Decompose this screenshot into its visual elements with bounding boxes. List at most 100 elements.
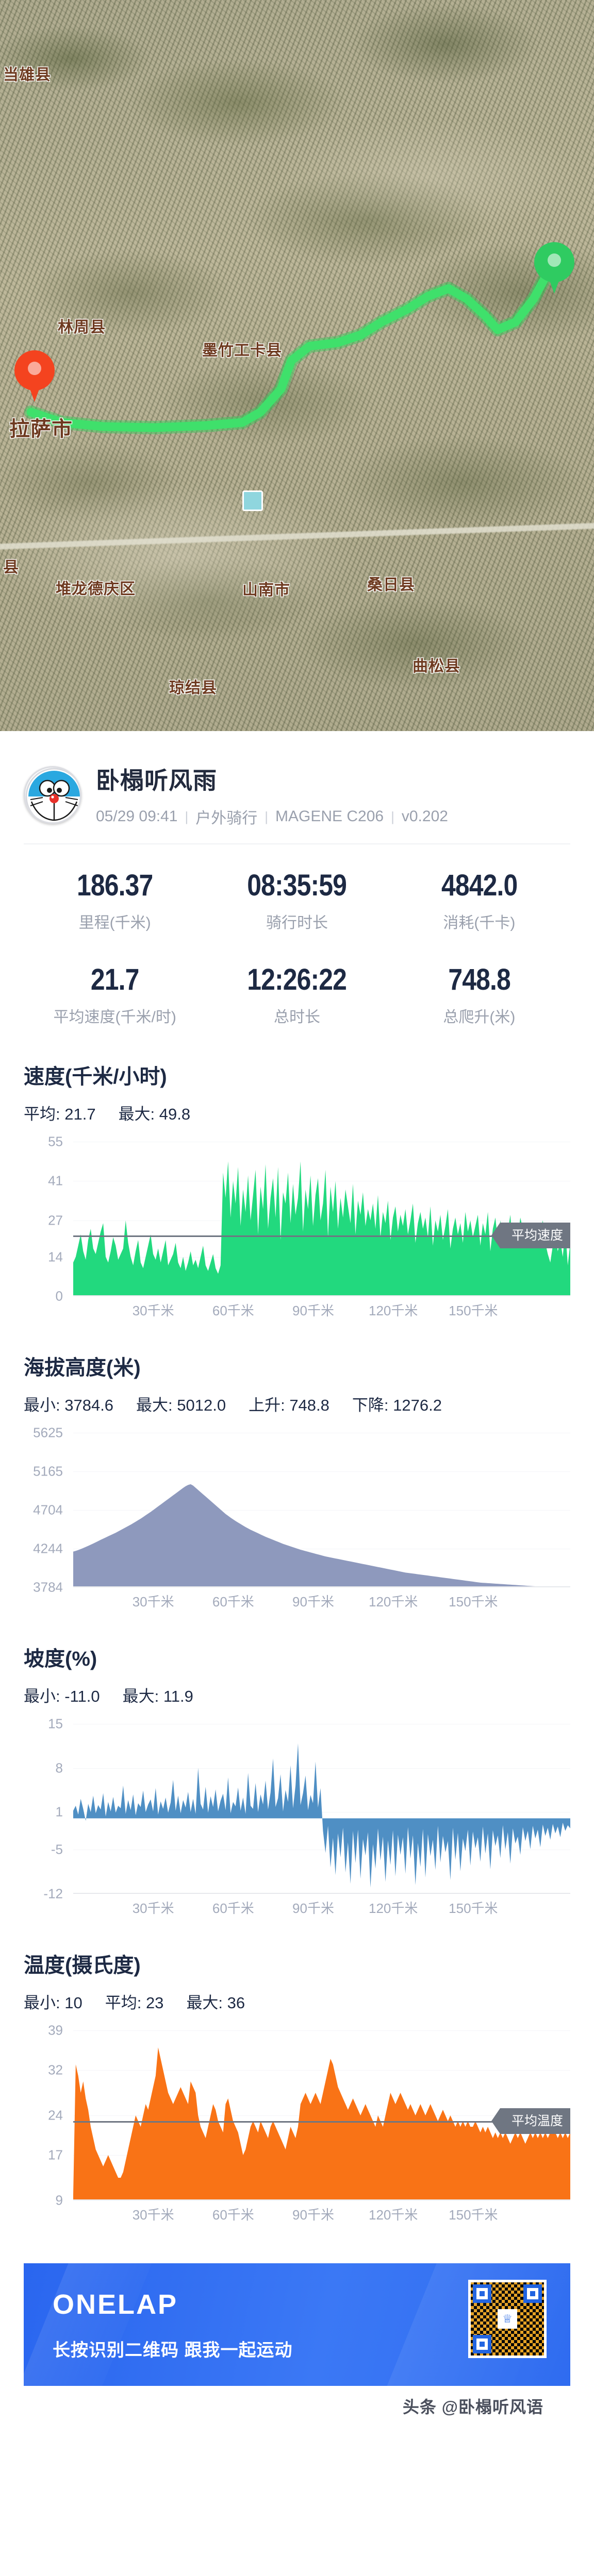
y-axis-tick: 3784	[33, 1579, 63, 1595]
grid-line	[73, 1510, 570, 1511]
chart-summary: 最小: -11.0 最大: 11.9	[24, 1683, 570, 1706]
temperature-max: 最大: 36	[186, 1994, 245, 2012]
stat-label: 总时长	[273, 1009, 320, 1026]
y-axis-tick: 55	[48, 1133, 63, 1149]
slope-chart[interactable]: -12 -5 1 8 15	[24, 1716, 570, 1902]
x-axis-tick: 60千米	[212, 2207, 254, 2223]
speed-average: 平均: 21.7	[24, 1105, 96, 1123]
grid-line	[73, 1768, 570, 1769]
meta-separator: |	[391, 808, 394, 824]
map-label: 当雄县	[3, 66, 51, 83]
qr-eye-icon	[473, 2335, 491, 2353]
device-name: MAGENE C206	[275, 808, 384, 825]
chart-title: 海拔高度(米)	[24, 1357, 141, 1379]
stat-value: 12:26:22	[247, 963, 348, 996]
x-axis-tick: 90千米	[292, 1901, 334, 1916]
temperature-chart[interactable]: 9 17 24 32 39 平均温度	[24, 2023, 570, 2208]
slope-chart-section: 坡度(%) 最小: -11.0 最大: 11.9 -12 -5 1 8 15 30千米 6…	[0, 1624, 594, 1931]
axis-baseline	[73, 1586, 570, 1587]
end-pin[interactable]	[534, 242, 574, 294]
y-axis-tick: 17	[48, 2147, 63, 2163]
chart-title: 坡度(%)	[24, 1648, 97, 1670]
map-terrain	[0, 0, 594, 731]
y-axis-tick: 8	[55, 1760, 63, 1776]
y-axis-tick: 1	[55, 1804, 63, 1820]
elevation-chart[interactable]: 3784 4244 4704 5165 5625	[24, 1425, 570, 1595]
stat-value: 08:35:59	[247, 869, 348, 902]
x-axis-tick: 120千米	[368, 1303, 418, 1318]
speed-series	[73, 1161, 570, 1296]
brand-name: ONELAP	[53, 2289, 178, 2320]
map-waypoint-marker[interactable]	[242, 490, 263, 511]
map-haze	[0, 0, 594, 731]
route-map[interactable]: 当雄县 林周县 墨竹工卡县 县 堆龙德庆区 拉萨市 山南市 桑日县 曲松县 琼结…	[0, 0, 594, 731]
onelap-banner[interactable]: ONELAP 长按识别二维码 跟我一起运动 ♕	[24, 2263, 570, 2386]
temperature-y-axis: 9 17 24 32 39	[24, 2023, 71, 2208]
profile-header: 卧榻听风雨 05/29 09:41 | 户外骑行 | MAGENE C206 |…	[0, 731, 594, 838]
y-axis-tick: -12	[43, 1886, 63, 1902]
watermark: 头条 @卧榻听风语	[402, 2398, 543, 2416]
elevation-x-axis: 30千米 60千米 90千米 120千米 150千米	[73, 1591, 570, 1615]
chart-title: 温度(摄氏度)	[24, 1954, 141, 1977]
meta-separator: |	[265, 808, 269, 824]
stat-ride-time: 08:35:59 骑行时长	[206, 868, 388, 933]
avatar[interactable]	[24, 766, 81, 824]
stat-avg-speed: 21.7 平均速度(千米/时)	[24, 962, 206, 1027]
x-axis-tick: 150千米	[449, 1594, 498, 1609]
qr-eye-icon	[473, 2284, 491, 2303]
map-label: 桑日县	[367, 577, 415, 594]
slope-series	[73, 1743, 570, 1888]
qr-code-icon[interactable]: ♕	[468, 2280, 547, 2358]
y-axis-tick: 5625	[33, 1425, 63, 1440]
speed-chart-section: 速度(千米/小时) 平均: 21.7 最大: 49.8 0 14 27 41 55 平均…	[0, 1042, 594, 1333]
qr-eye-icon	[523, 2284, 542, 2303]
elevation-min: 最小: 3784.6	[24, 1396, 114, 1414]
y-axis-tick: 14	[48, 1249, 63, 1265]
map-label: 曲松县	[412, 658, 460, 675]
y-axis-tick: 4244	[33, 1540, 63, 1556]
y-axis-tick: 39	[48, 2022, 63, 2038]
grid-line	[73, 2030, 570, 2031]
map-label: 墨竹工卡县	[202, 342, 282, 359]
x-axis-tick: 120千米	[368, 1594, 418, 1609]
average-line	[73, 2121, 570, 2123]
slope-max: 最大: 11.9	[122, 1687, 193, 1705]
stat-value: 748.8	[448, 963, 510, 996]
map-label: 县	[3, 559, 19, 576]
y-axis-tick: 15	[48, 1716, 63, 1732]
chart-summary: 最小: 10 平均: 23 最大: 36	[24, 1990, 570, 2013]
header-divider	[24, 843, 570, 844]
speed-max: 最大: 49.8	[118, 1105, 191, 1123]
map-label: 林周县	[58, 319, 106, 336]
x-axis-tick: 60千米	[212, 1303, 254, 1318]
axis-baseline	[73, 2199, 570, 2200]
axis-baseline	[73, 1893, 570, 1894]
stat-label: 里程(千米)	[78, 914, 151, 931]
y-axis-tick: 4704	[33, 1502, 63, 1518]
map-label: 堆龙德庆区	[56, 581, 136, 598]
stat-value: 21.7	[90, 963, 140, 996]
start-pin[interactable]	[14, 350, 55, 402]
x-axis-tick: 90千米	[292, 2207, 334, 2223]
y-axis-tick: 41	[48, 1173, 63, 1189]
qr-pattern: ♕	[471, 2282, 544, 2355]
user-name: 卧榻听风雨	[96, 767, 217, 794]
x-axis-tick: 30千米	[132, 2207, 174, 2223]
temperature-min: 最小: 10	[24, 1994, 82, 2012]
temperature-series	[73, 2047, 570, 2200]
banner-tagline: 长按识别二维码 跟我一起运动	[53, 2340, 293, 2360]
stat-label: 总爬升(米)	[443, 1009, 516, 1026]
stat-calories: 4842.0 消耗(千卡)	[388, 868, 570, 933]
profile-text: 卧榻听风雨 05/29 09:41 | 户外骑行 | MAGENE C206 |…	[96, 762, 448, 828]
y-axis-tick: 24	[48, 2107, 63, 2123]
average-badge: 平均温度	[491, 2108, 570, 2134]
temperature-average: 平均: 23	[105, 1994, 164, 2012]
elevation-plot	[73, 1433, 570, 1587]
slope-y-axis: -12 -5 1 8 15	[24, 1716, 71, 1902]
stat-total-ascent: 748.8 总爬升(米)	[388, 962, 570, 1027]
slope-min: 最小: -11.0	[24, 1687, 100, 1705]
speed-chart[interactable]: 0 14 27 41 55 平均速度	[24, 1134, 570, 1304]
x-axis-tick: 90千米	[292, 1303, 334, 1318]
stat-value: 4842.0	[441, 869, 518, 902]
x-axis-tick: 150千米	[449, 1901, 498, 1916]
